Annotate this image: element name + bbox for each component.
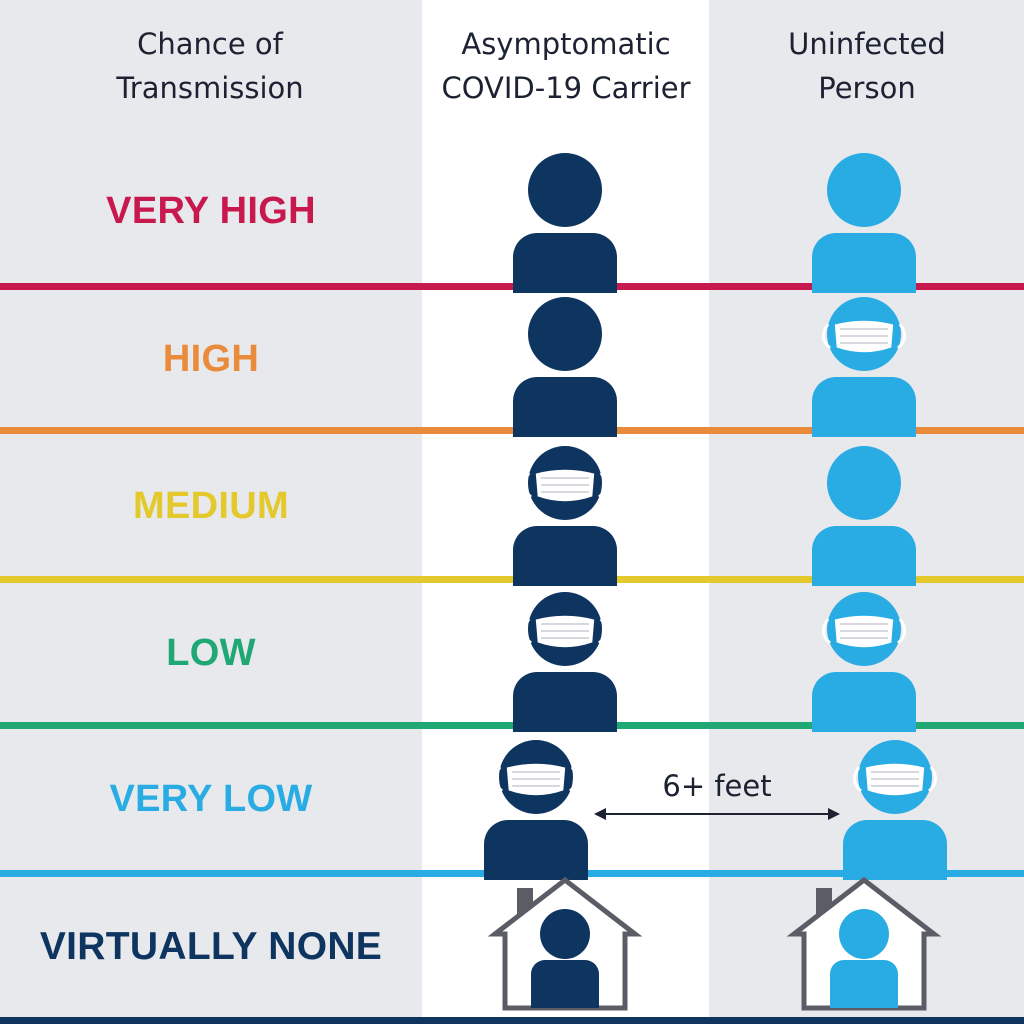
- carrier-at-home-icon: [487, 876, 643, 1011]
- divider-high: [0, 427, 1024, 434]
- uninfected-person-icon: [812, 446, 916, 586]
- header-chance-of-transmission: Chance of Transmission: [116, 27, 304, 105]
- head-icon: [528, 153, 602, 227]
- transmission-column-bg: [0, 0, 422, 1024]
- head-icon: [540, 909, 590, 959]
- divider-very-high: [0, 283, 1024, 290]
- distance-arrow-icon: [594, 808, 840, 820]
- face-mask-icon: [853, 762, 937, 797]
- uninfected-person-icon: [812, 153, 916, 293]
- uninfected-at-home-icon: [786, 876, 942, 1011]
- distance-label: 6+ feet: [662, 769, 772, 803]
- carrier-person-icon: [513, 446, 617, 586]
- header-uninfected-person: Uninfected Person: [788, 27, 946, 105]
- level-low: LOW: [166, 632, 256, 674]
- uninfected-person-icon: [812, 592, 916, 732]
- level-virtually-none: VIRTUALLY NONE: [39, 925, 383, 968]
- carrier-person-icon: [513, 297, 617, 437]
- carrier-person-icon: [513, 592, 617, 732]
- head-icon: [839, 909, 889, 959]
- head-icon: [827, 153, 901, 227]
- uninfected-person-icon: [843, 740, 947, 880]
- divider-low: [0, 722, 1024, 729]
- carrier-person-icon: [513, 153, 617, 293]
- level-medium: MEDIUM: [133, 485, 289, 527]
- divider-virtually-none: [0, 1017, 1024, 1024]
- carrier-person-icon: [484, 740, 588, 880]
- level-very-low: VERY LOW: [109, 778, 313, 820]
- face-mask-icon: [523, 468, 607, 503]
- head-icon: [528, 297, 602, 371]
- face-mask-icon: [494, 762, 578, 797]
- header-asymptomatic-carrier: Asymptomatic COVID-19 Carrier: [441, 27, 691, 105]
- level-very-high: VERY HIGH: [106, 190, 316, 232]
- face-mask-icon: [822, 614, 906, 649]
- face-mask-icon: [822, 319, 906, 354]
- uninfected-person-icon: [812, 297, 916, 437]
- divider-medium: [0, 576, 1024, 583]
- face-mask-icon: [523, 614, 607, 649]
- level-high: HIGH: [162, 338, 260, 380]
- head-icon: [827, 446, 901, 520]
